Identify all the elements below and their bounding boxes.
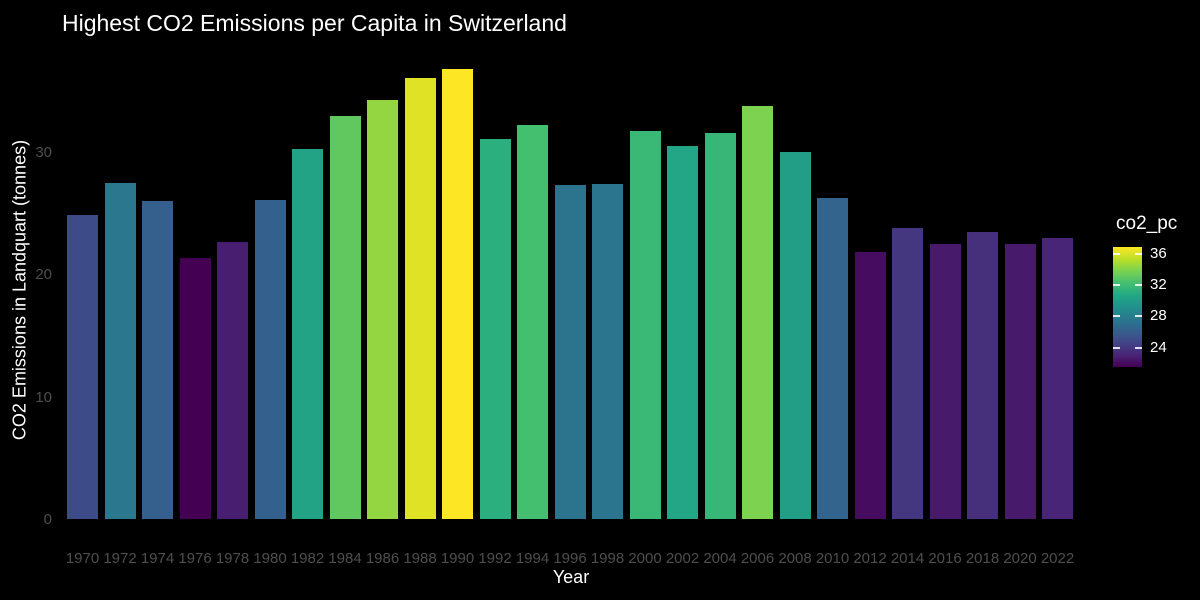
bar-1982 <box>291 147 324 520</box>
legend-tick-28-left <box>1113 315 1120 318</box>
legend-tick-24-left <box>1113 346 1120 349</box>
bar-1992 <box>478 137 512 520</box>
x-tick-label-1996: 1996 <box>553 550 587 567</box>
legend-tick-24-right <box>1135 346 1142 349</box>
x-tick-label-1974: 1974 <box>140 550 175 567</box>
legend-tick-label-32: 32 <box>1150 276 1167 294</box>
x-tick-label-1976: 1976 <box>178 550 212 567</box>
bar-1984 <box>328 114 362 520</box>
chart-title: Highest CO2 Emissions per Capita in Swit… <box>62 10 567 36</box>
bar-1986 <box>366 98 399 520</box>
x-tick-label-2014: 2014 <box>890 550 925 567</box>
x-axis-title: Year <box>552 567 590 587</box>
bar-2014 <box>891 227 924 520</box>
bar-1974 <box>141 200 174 520</box>
x-tick-label-2006: 2006 <box>740 550 775 567</box>
bar-1972 <box>103 181 137 520</box>
x-tick-label-1980: 1980 <box>253 550 287 567</box>
bar-1998 <box>591 183 624 520</box>
x-tick-label-1990: 1990 <box>440 550 475 567</box>
legend-tick-36-left <box>1113 253 1120 255</box>
x-tick-label-1982: 1982 <box>290 550 325 567</box>
legend-tick-32-left <box>1113 284 1120 287</box>
x-tick-label-2018: 2018 <box>965 550 1000 567</box>
legend-colorbar <box>1113 247 1142 367</box>
bar-1970 <box>66 213 99 520</box>
bar-1988 <box>403 76 437 520</box>
x-tick-label-1972: 1972 <box>103 550 137 567</box>
bar-2008 <box>778 151 812 520</box>
legend-tick-28-right <box>1135 315 1142 318</box>
y-tick-label-30: 30 <box>35 143 52 161</box>
x-tick-label-2000: 2000 <box>628 550 662 567</box>
x-tick-label-2008: 2008 <box>778 550 812 567</box>
bar-2022 <box>1041 237 1074 520</box>
legend-title: co2_pc <box>1116 213 1178 234</box>
x-tick-label-1994: 1994 <box>515 550 550 567</box>
legend-tick-32-right <box>1135 284 1142 287</box>
x-tick-label-1988: 1988 <box>403 550 437 567</box>
legend-tick-label-28: 28 <box>1150 307 1167 325</box>
bar-1996 <box>553 184 587 520</box>
y-tick-label-10: 10 <box>35 388 52 406</box>
x-tick-label-1992: 1992 <box>478 550 512 567</box>
y-tick-label-0: 0 <box>43 511 52 528</box>
x-tick-label-1978: 1978 <box>215 550 250 567</box>
legend-tick-36-right <box>1135 253 1142 255</box>
x-tick-label-2016: 2016 <box>928 550 962 567</box>
bar-2020 <box>1003 243 1037 520</box>
bar-2004 <box>703 131 737 520</box>
bar-2012 <box>853 250 887 520</box>
x-tick-label-2012: 2012 <box>853 550 887 567</box>
x-tick-label-2002: 2002 <box>665 550 700 567</box>
legend-tick-label-36: 36 <box>1150 245 1167 262</box>
bar-2016 <box>928 243 962 520</box>
bar-2006 <box>741 104 774 520</box>
legend-tick-label-24: 24 <box>1150 338 1167 356</box>
bar-1994 <box>516 124 549 520</box>
x-tick-label-1970: 1970 <box>65 550 100 567</box>
x-tick-label-2020: 2020 <box>1003 550 1037 567</box>
y-tick-label-20: 20 <box>35 266 52 283</box>
x-tick-label-1986: 1986 <box>365 550 400 567</box>
bar-1990 <box>441 67 474 520</box>
x-tick-label-2010: 2010 <box>815 550 850 567</box>
bar-1978 <box>216 240 249 520</box>
bar-2018 <box>966 230 999 520</box>
x-tick-label-2022: 2022 <box>1040 550 1075 567</box>
x-tick-label-2004: 2004 <box>703 550 737 567</box>
bar-2000 <box>628 130 662 520</box>
x-tick-label-1984: 1984 <box>328 550 362 567</box>
bar-1980 <box>253 199 287 520</box>
bar-1976 <box>178 256 212 520</box>
x-tick-label-1998: 1998 <box>590 550 625 567</box>
bar-2002 <box>666 145 699 520</box>
bar-2010 <box>816 196 849 520</box>
